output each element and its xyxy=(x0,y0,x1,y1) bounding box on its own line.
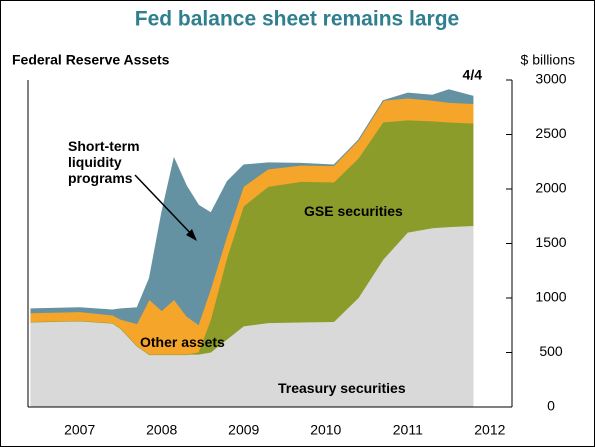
area-edge xyxy=(30,98,474,327)
area-fill xyxy=(30,120,474,355)
y-tick-label: 2500 xyxy=(535,125,566,141)
arrow-head xyxy=(186,229,197,241)
x-tick-label: 2009 xyxy=(228,422,259,438)
annotation: 4/4 xyxy=(463,67,483,83)
x-tick-label: 2010 xyxy=(310,422,341,438)
y-tick-label: 0 xyxy=(547,398,555,414)
x-tick-label: 2007 xyxy=(64,422,95,438)
x-tick-label: 2008 xyxy=(146,422,177,438)
series-label: Other assets xyxy=(140,334,225,350)
series-label: Short-term liquidity programs xyxy=(68,138,140,186)
y-tick-label: 2000 xyxy=(535,180,566,196)
series-label: GSE securities xyxy=(304,203,403,219)
arrow xyxy=(134,174,196,239)
y-axis-label: $ billions xyxy=(521,52,575,68)
y-tick-label: 500 xyxy=(539,343,563,359)
subtitle: Federal Reserve Assets xyxy=(12,52,170,68)
y-tick-label: 3000 xyxy=(535,71,566,87)
y-tick-label: 1500 xyxy=(535,234,566,250)
chart-title: Fed balance sheet remains large xyxy=(135,8,459,31)
area-fill xyxy=(30,226,474,407)
series-label: Treasury securities xyxy=(278,380,406,396)
area-edge xyxy=(30,89,474,311)
area-edge xyxy=(30,119,474,356)
y-tick-label: 1000 xyxy=(535,289,566,305)
x-tick-label: 2011 xyxy=(393,422,423,438)
x-tick-label: 2012 xyxy=(474,422,505,438)
